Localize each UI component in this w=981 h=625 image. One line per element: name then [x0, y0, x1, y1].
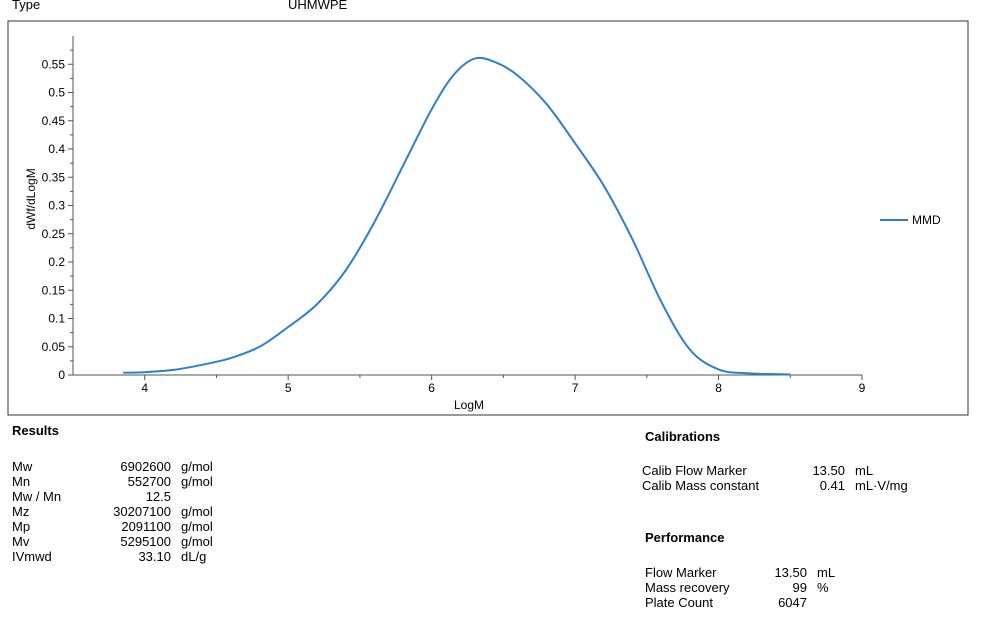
y-tick-label: 0.1	[48, 312, 65, 326]
results-value: 33.10	[138, 549, 171, 564]
results-label: Mw	[12, 459, 33, 474]
results-row: IVmwd 33.10 dL/g	[12, 549, 213, 564]
performance-panel: Performance Flow Marker 13.50 mL Mass recov…	[645, 530, 835, 610]
calibrations-label: Calib Flow Marker	[642, 463, 747, 478]
results-label: Mv	[12, 534, 30, 549]
results-unit	[171, 489, 213, 504]
results-value: 2091100	[121, 519, 171, 534]
y-tick-label: 0.5	[48, 86, 65, 100]
results-panel: Results Mw 6902600 g/mol Mn 552700 g/mol Mw / …	[12, 423, 213, 564]
results-label: Mw / Mn	[12, 489, 62, 504]
type-label: Type	[12, 0, 41, 12]
results-value: 552700	[127, 474, 171, 489]
x-tick-label: 5	[285, 381, 292, 395]
performance-unit: mL	[817, 565, 836, 580]
results-label: Mz	[12, 504, 30, 519]
calibrations-value: 0.41	[819, 478, 845, 493]
performance-label: Plate Count	[645, 595, 713, 610]
results-row: Mw / Mn 12.5	[12, 489, 213, 504]
performance-row: Plate Count 6047	[645, 595, 835, 610]
y-tick-label: 0.05	[42, 340, 66, 354]
calibrations-title: Calibrations	[645, 429, 721, 444]
results-unit: g/mol	[181, 459, 213, 474]
performance-row: Mass recovery 99%	[645, 580, 835, 595]
results-unit: dL/g	[181, 549, 207, 564]
performance-value: 99	[792, 580, 807, 595]
y-tick-label: 0.25	[42, 227, 66, 241]
results-row: Mz 30207100 g/mol	[12, 504, 213, 519]
performance-value: 13.50	[774, 565, 807, 580]
type-value: UHMWPE	[288, 0, 348, 12]
calibrations-table: Calib Flow Marker 13.50 mL Calib Mass const…	[642, 463, 908, 493]
results-row: Mn 552700 g/mol	[12, 474, 213, 489]
calibrations-unit: mL	[855, 463, 874, 478]
calibrations-unit: mL·V/mg	[855, 478, 908, 493]
y-tick-label: 0.4	[48, 142, 65, 156]
results-title: Results	[12, 423, 59, 438]
x-tick-label: 7	[572, 381, 579, 395]
results-value: 12.5	[145, 489, 171, 504]
legend-label-mmd: MMD	[912, 213, 941, 227]
y-tick-label: 0.2	[48, 255, 65, 269]
results-value: 30207100	[113, 504, 171, 519]
y-tick-label: 0.3	[48, 199, 65, 213]
y-tick-label: 0.15	[42, 283, 66, 297]
y-tick-label: 0.35	[42, 170, 66, 184]
results-row: Mv 5295100 g/mol	[12, 534, 213, 549]
performance-unit	[807, 595, 835, 610]
performance-unit: %	[817, 580, 829, 595]
performance-label: Mass recovery	[645, 580, 730, 595]
series-line-mmd	[123, 56, 791, 376]
results-label: Mn	[12, 474, 31, 489]
performance-table: Flow Marker 13.50 mL Mass recovery 99% Plate …	[645, 565, 835, 610]
x-tick-label: 9	[859, 381, 866, 395]
performance-row: Flow Marker 13.50 mL	[645, 565, 835, 580]
y-tick-label: 0.55	[42, 57, 66, 71]
calibrations-row: Calib Mass constant 0.41 mL·V/mg	[642, 478, 908, 493]
performance-title: Performance	[645, 530, 725, 545]
x-tick-label: 4	[141, 381, 148, 395]
y-axis-title: dWf/dLogM	[24, 168, 38, 229]
y-tick-label: 0.45	[42, 114, 66, 128]
results-row: Mw 6902600 g/mol	[12, 459, 213, 474]
calibrations-row: Calib Flow Marker 13.50 mL	[642, 463, 908, 478]
results-unit: g/mol	[181, 534, 213, 549]
results-row: Mp 2091100 g/mol	[12, 519, 213, 534]
results-value: 6902600	[120, 459, 171, 474]
calibrations-label: Calib Mass constant	[642, 478, 760, 493]
x-tick-label: 8	[715, 381, 722, 395]
results-label: Mp	[12, 519, 31, 534]
x-axis-title: LogM	[454, 398, 484, 412]
calibrations-value: 13.50	[812, 463, 845, 478]
chart-frame	[7, 20, 969, 416]
x-tick-label: 6	[428, 381, 435, 395]
results-unit: g/mol	[181, 504, 213, 519]
performance-label: Flow Marker	[645, 565, 717, 580]
results-unit: g/mol	[181, 519, 213, 534]
results-unit: g/mol	[181, 474, 213, 489]
legend: MMD	[880, 213, 941, 227]
performance-value: 6047	[778, 595, 807, 610]
calibrations-panel: Calibrations Calib Flow Marker 13.50 mL Cal…	[642, 429, 908, 493]
results-table: Mw 6902600 g/mol Mn 552700 g/mol Mw / Mn 12.5 Mz…	[12, 459, 213, 564]
y-tick-label: 0	[58, 368, 65, 382]
results-label: IVmwd	[12, 549, 52, 564]
results-value: 5295100	[120, 534, 171, 549]
